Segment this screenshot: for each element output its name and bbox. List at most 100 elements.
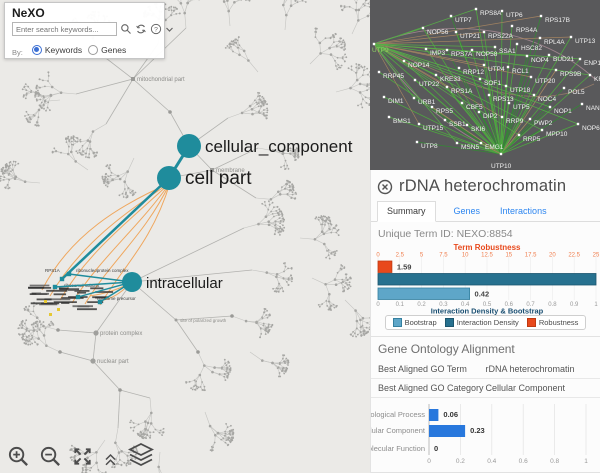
gene-node[interactable] [528, 117, 532, 121]
term-node-protein-complex[interactable] [93, 330, 99, 336]
gene-label-MPP10[interactable]: MPP10 [546, 131, 568, 138]
gene-label-RRP45[interactable]: RRP45 [383, 73, 404, 80]
help-icon[interactable]: ? [150, 23, 162, 35]
gene-label-RPL4A[interactable]: RPL4A [544, 39, 565, 46]
gene-label-NOP14[interactable]: NOP14 [408, 62, 430, 69]
gene-label-NOP4[interactable]: NOP4 [531, 57, 549, 64]
gene-label-UTP15[interactable]: UTP15 [423, 125, 444, 132]
cluster-term-node[interactable] [97, 299, 103, 305]
gene-node[interactable] [449, 14, 453, 18]
gene-node[interactable] [387, 115, 391, 119]
gene-label-UTP5[interactable]: UTP5 [513, 104, 530, 111]
gene-label-SSA1[interactable]: SSA1 [499, 48, 516, 55]
gene-label-RCL1[interactable]: RCL1 [512, 68, 529, 75]
gene-label-ENP1[interactable]: ENP1 [584, 60, 600, 67]
gene-label-RPS7A[interactable]: RPS7A [451, 51, 473, 58]
gene-label-NOP56[interactable]: NOP56 [427, 29, 449, 36]
layers-icon[interactable] [127, 442, 155, 468]
gene-label-BMS1[interactable]: BMS1 [393, 118, 411, 125]
gene-node[interactable] [460, 101, 464, 105]
gene-label-UTP13[interactable]: UTP13 [575, 38, 596, 45]
radio-keywords[interactable] [31, 44, 42, 55]
gene-node[interactable] [402, 59, 406, 63]
gene-label-URB1[interactable]: URB1 [418, 99, 436, 106]
gene-node[interactable] [510, 24, 514, 28]
refresh-icon[interactable] [135, 23, 147, 35]
gene-node[interactable] [547, 53, 551, 57]
zoom-in-icon[interactable] [7, 445, 30, 468]
gene-label-UTP7[interactable]: UTP7 [455, 17, 472, 24]
gene-node[interactable] [430, 105, 434, 109]
fit-view-icon[interactable] [71, 445, 94, 468]
gene-node[interactable] [455, 141, 459, 145]
gene-node[interactable] [538, 36, 542, 40]
gene-node[interactable] [477, 110, 481, 114]
gene-node[interactable] [377, 70, 381, 74]
gene-label-UTP10[interactable]: UTP10 [491, 163, 512, 170]
gene-node[interactable] [499, 152, 503, 156]
gene-node[interactable] [412, 96, 416, 100]
chevron-down-icon[interactable] [165, 25, 174, 34]
gene-label-RPS5[interactable]: RPS5 [436, 108, 453, 115]
gene-label-RPS13[interactable]: RPS13 [493, 96, 514, 103]
term-label-intracellular[interactable]: intracellular [146, 275, 223, 292]
term-label-cellular-component[interactable]: cellular_component [205, 137, 353, 156]
gene-label-UTP18[interactable]: UTP18 [510, 87, 531, 94]
gene-label-UTP8[interactable]: UTP8 [421, 143, 438, 150]
gene-node[interactable] [382, 95, 386, 99]
gene-label-RPS9B[interactable]: RPS9B [560, 71, 581, 78]
gene-node[interactable] [532, 93, 536, 97]
gene-label-NOP1[interactable]: NOP1 [554, 108, 572, 115]
cluster-term-node[interactable] [66, 271, 72, 277]
gene-label-UTP4[interactable]: UTP4 [488, 66, 505, 73]
tab-summary[interactable]: Summary [377, 201, 436, 222]
collapse-up-icon[interactable] [103, 451, 118, 468]
gene-node[interactable] [517, 133, 521, 137]
term-node-site-of-polarized-growth[interactable] [174, 318, 178, 322]
gene-node[interactable] [424, 47, 428, 51]
term-node-nuclear-part[interactable] [90, 358, 96, 364]
gene-node[interactable] [500, 9, 504, 13]
gene-node[interactable] [504, 84, 508, 88]
gene-node[interactable] [454, 30, 458, 34]
gene-node[interactable] [562, 86, 566, 90]
gene-label-RRP5[interactable]: RRP5 [523, 136, 541, 143]
gene-node[interactable] [525, 54, 529, 58]
gene-label-NOP6[interactable]: NOP6 [582, 125, 600, 132]
gene-label-CBF5[interactable]: CBF5 [466, 104, 483, 111]
gene-label-RRP12[interactable]: RRP12 [463, 69, 484, 76]
gene-node[interactable] [445, 85, 449, 89]
gene-label-KR[interactable]: KR [594, 76, 600, 83]
gene-label-IMP3[interactable]: IMP3 [430, 50, 446, 57]
gene-label-UTP22[interactable]: UTP22 [419, 81, 440, 88]
gene-label-UTP20[interactable]: UTP20 [535, 78, 556, 85]
term-label-mitochondrial-part[interactable]: mitochondrial part [137, 77, 185, 83]
cluster-term-node[interactable] [75, 294, 81, 300]
gene-label-RPS22A[interactable]: RPS22A [488, 33, 514, 40]
term-label-cell-part[interactable]: cell part [185, 168, 252, 189]
cluster-term-label[interactable]: RPS1A [45, 268, 60, 273]
gene-node[interactable] [434, 73, 438, 77]
gene-node[interactable] [443, 118, 447, 122]
gene-node[interactable] [578, 57, 582, 61]
gene-node[interactable] [413, 78, 417, 82]
cluster-term-node[interactable] [59, 276, 65, 282]
gene-node[interactable] [417, 122, 421, 126]
term-label-nuclear-part[interactable]: nuclear part [97, 359, 129, 365]
gene-node[interactable] [569, 35, 573, 39]
gene-label-HSC82[interactable]: HSC82 [521, 45, 542, 52]
gene-label-NOC4[interactable]: NOC4 [538, 96, 556, 103]
gene-node[interactable] [470, 48, 474, 52]
gene-node[interactable] [479, 141, 483, 145]
gene-node[interactable] [548, 105, 552, 109]
gene-label-DIP2[interactable]: DIP2 [483, 113, 498, 120]
gene-node[interactable] [580, 102, 584, 106]
gene-node[interactable] [465, 123, 469, 127]
term-node-cellular-component[interactable] [177, 134, 201, 158]
gene-node[interactable] [445, 48, 449, 52]
gene-label-UTP9[interactable]: UTP9 [372, 47, 389, 54]
term-node-membrane[interactable] [210, 168, 214, 172]
gene-label-RPS8A[interactable]: RPS8A [480, 10, 502, 17]
gene-node[interactable] [500, 115, 504, 119]
